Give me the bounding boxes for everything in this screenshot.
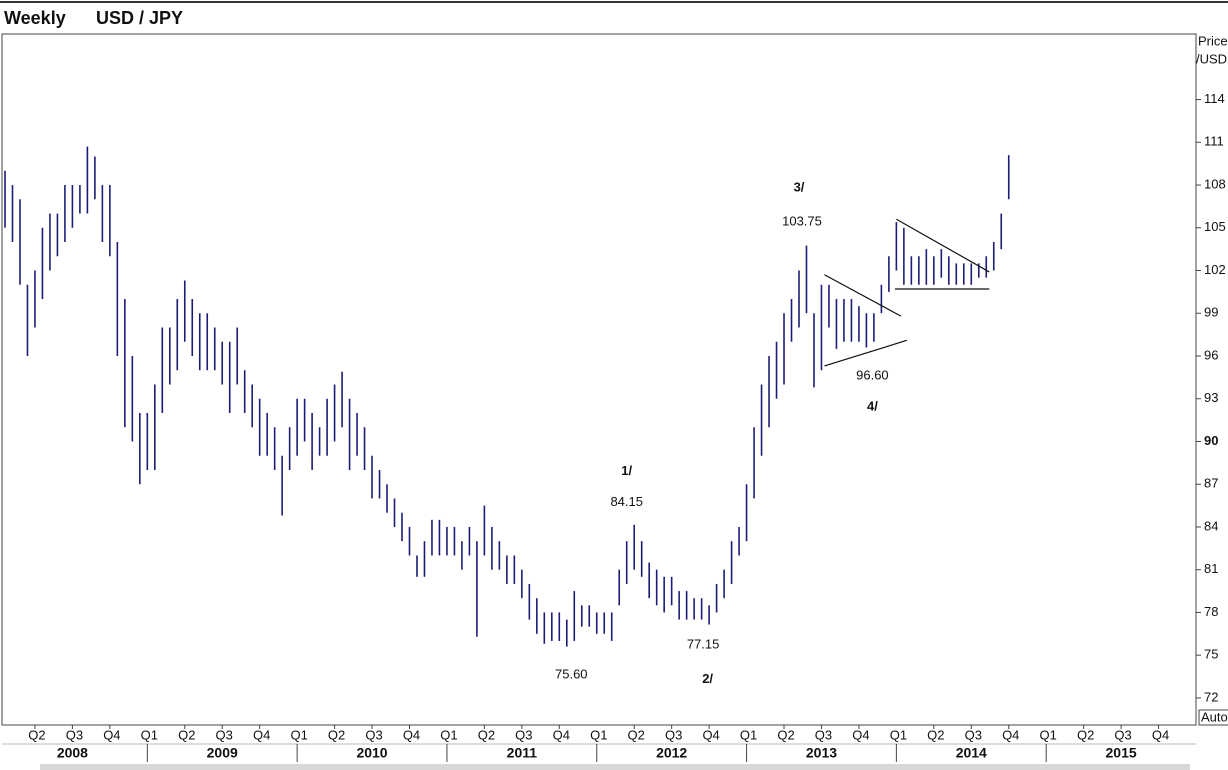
- x-tick-label: Q1: [290, 727, 307, 742]
- x-tick-label: Q4: [103, 727, 120, 742]
- x-tick-label: Q2: [777, 727, 794, 742]
- y-tick-label: 93: [1204, 390, 1218, 405]
- scrollbar[interactable]: [40, 764, 1190, 770]
- x-tick-label: Q2: [328, 727, 345, 742]
- y-tick-label: 90: [1204, 433, 1218, 448]
- y-tick-label: 111: [1204, 134, 1224, 149]
- plot-frame: [1, 33, 1197, 726]
- x-tick-label: Q2: [28, 727, 45, 742]
- annotation: 84.15: [610, 494, 643, 509]
- x-tick-label: Q3: [216, 727, 233, 742]
- y-tick-label: 108: [1204, 176, 1226, 191]
- annotation: 77.15: [687, 637, 720, 652]
- year-label: 2009: [207, 745, 238, 761]
- x-tick-label: Q1: [740, 727, 757, 742]
- y-axis-label: /USD: [1196, 51, 1227, 66]
- x-tick-label: Q1: [590, 727, 607, 742]
- x-tick-label: Q1: [440, 727, 457, 742]
- annotation: 75.60: [555, 667, 588, 682]
- scale-button-label[interactable]: Auto: [1201, 709, 1228, 724]
- x-tick-label: Q1: [890, 727, 907, 742]
- x-tick-label: Q4: [403, 727, 420, 742]
- annotation: 3/: [794, 179, 805, 194]
- year-label: 2008: [57, 745, 88, 761]
- annotation: 1/: [621, 463, 632, 478]
- x-tick-label: Q3: [815, 727, 832, 742]
- x-tick-label: Q3: [66, 727, 83, 742]
- x-tick-label: Q4: [702, 727, 719, 742]
- x-tick-label: Q4: [553, 727, 570, 742]
- chart-title: Weekly: [4, 8, 66, 28]
- trend-line: [824, 274, 902, 317]
- y-tick-label: 78: [1204, 604, 1218, 619]
- chart-subtitle: USD / JPY: [96, 8, 183, 28]
- y-tick-label: 102: [1204, 262, 1226, 277]
- x-tick-label: Q4: [852, 727, 869, 742]
- year-label: 2012: [656, 745, 687, 761]
- y-tick-label: 84: [1204, 518, 1218, 533]
- annotation: 4/: [867, 399, 878, 414]
- x-tick-label: Q3: [665, 727, 682, 742]
- x-tick-label: Q2: [478, 727, 495, 742]
- x-tick-label: Q1: [141, 727, 158, 742]
- y-tick-label: 105: [1204, 219, 1226, 234]
- annotation: 103.75: [782, 214, 822, 229]
- x-tick-label: Q4: [253, 727, 270, 742]
- x-tick-label: Q3: [1114, 727, 1131, 742]
- year-label: 2013: [806, 745, 837, 761]
- x-tick-label: Q2: [1077, 727, 1094, 742]
- x-tick-label: Q3: [515, 727, 532, 742]
- y-tick-label: 75: [1204, 647, 1218, 662]
- annotation: 96.60: [856, 367, 889, 382]
- x-tick-label: Q3: [365, 727, 382, 742]
- x-tick-label: Q2: [927, 727, 944, 742]
- year-label: 2011: [507, 745, 538, 761]
- trend-line: [824, 339, 908, 367]
- y-tick-label: 99: [1204, 305, 1218, 320]
- trend-line: [896, 218, 990, 273]
- y-tick-label: 114: [1204, 91, 1225, 106]
- year-label: 2015: [1106, 745, 1137, 761]
- x-tick-label: Q4: [1152, 727, 1169, 742]
- x-tick-label: Q2: [628, 727, 645, 742]
- y-tick-label: 87: [1204, 476, 1218, 491]
- y-axis-label: Price: [1198, 33, 1228, 48]
- x-tick-label: Q4: [1002, 727, 1019, 742]
- y-tick-label: 81: [1204, 561, 1218, 576]
- x-tick-label: Q3: [965, 727, 982, 742]
- year-label: 2010: [356, 745, 387, 761]
- y-tick-label: 96: [1204, 347, 1218, 362]
- year-label: 2014: [956, 745, 987, 761]
- annotation: 2/: [702, 671, 713, 686]
- scale-button[interactable]: [1198, 709, 1228, 726]
- y-tick-label: 72: [1204, 689, 1218, 704]
- x-tick-label: Q2: [178, 727, 195, 742]
- x-tick-label: Q1: [1040, 727, 1057, 742]
